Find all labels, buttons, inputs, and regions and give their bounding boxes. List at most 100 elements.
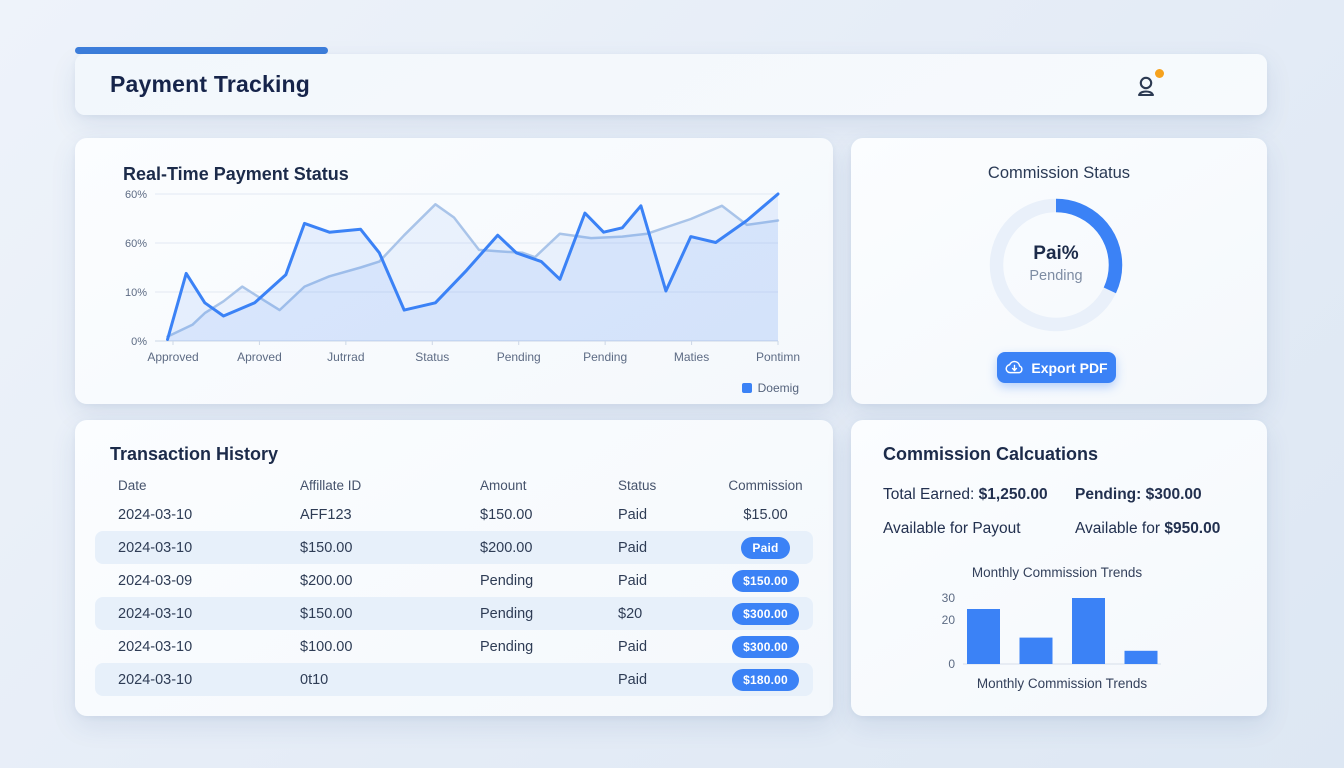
x-tick-label: Status xyxy=(415,350,449,364)
line-series-Doemig xyxy=(166,192,780,341)
cell-date: 2024-03-10 xyxy=(118,671,193,688)
bar-y-tick: 30 xyxy=(942,591,956,605)
cell-commission: $15.00 xyxy=(743,506,788,523)
payment-status-title: Real-Time Payment Status xyxy=(123,164,349,184)
commission-stats: Total Earned: $1,250.00 Pending: $300.00… xyxy=(883,486,1243,538)
table-row: 2024-03-10 0t10 Paid $180.00 xyxy=(95,663,813,696)
stat-available-amount: Available for $950.00 xyxy=(1075,520,1243,538)
legend-label: Doemig xyxy=(757,381,799,395)
bar-y-tick: 0 xyxy=(948,657,955,671)
export-pdf-label: Export PDF xyxy=(1031,359,1108,376)
legend-swatch xyxy=(741,383,752,393)
cell-amount: $150.00 xyxy=(480,506,533,523)
bar xyxy=(1019,637,1053,664)
cell-affiliate-id: $150.00 xyxy=(300,539,353,556)
table-row: 2024-03-10 $100.00 Pending Paid $300.00 xyxy=(95,630,813,663)
donut-center-labels: Pai% Pending xyxy=(986,243,1126,284)
cell-date: 2024-03-10 xyxy=(118,506,193,523)
page-header: Payment Tracking xyxy=(75,54,1267,115)
payment-status-card: Real-Time Payment Status 0% 10% 60% 60% Appr… xyxy=(75,138,833,404)
transaction-history-title: Transaction History xyxy=(110,444,279,464)
col-header-commission: Commission xyxy=(728,477,803,493)
cell-status: Paid xyxy=(618,671,648,688)
commission-badge: $300.00 xyxy=(732,602,799,625)
payment-status-line-chart: 0% 10% 60% 60% Approved Aproved Jutrrad Status P… xyxy=(125,189,800,364)
cell-commission: $150.00 xyxy=(718,569,813,592)
y-tick-label: 10% xyxy=(125,287,147,299)
x-tick-label: Pending xyxy=(497,350,541,364)
commission-status-card: Commission Status Pai% Pending Export PD… xyxy=(851,138,1267,404)
cell-date: 2024-03-10 xyxy=(118,605,193,622)
cell-amount: Pending xyxy=(480,605,534,622)
cell-amount: $200.00 xyxy=(480,539,533,556)
cell-status: $20 xyxy=(618,605,643,622)
commission-badge: $300.00 xyxy=(732,635,799,658)
cell-affiliate-id: 0t10 xyxy=(300,671,329,688)
x-tick-label: Pontimn xyxy=(756,350,800,364)
col-header-amount: Amount xyxy=(480,477,527,493)
x-tick-label: Jutrrad xyxy=(327,350,364,364)
cell-commission: $180.00 xyxy=(718,668,813,691)
cell-affiliate-id: $100.00 xyxy=(300,638,353,655)
bar xyxy=(1072,598,1105,664)
page-title: Payment Tracking xyxy=(110,71,311,97)
cell-date: 2024-03-09 xyxy=(118,572,193,589)
y-tick-label: 60% xyxy=(125,189,147,201)
donut-center-sublabel: Pending xyxy=(1029,268,1083,284)
transaction-table-header: Date Affillate ID Amount Status Commissi… xyxy=(95,472,813,498)
cell-commission: Paid xyxy=(718,536,813,559)
table-row: 2024-03-10 AFF123 $150.00 Paid $15.00 xyxy=(95,498,813,531)
bar xyxy=(967,609,1000,664)
commission-calculations-card: Commission Calcuations Total Earned: $1,… xyxy=(851,420,1267,716)
cell-status: Paid xyxy=(618,638,648,655)
cell-status: Paid xyxy=(618,572,648,589)
line-series-secondary xyxy=(166,203,780,338)
notification-dot xyxy=(1155,69,1164,78)
stat-available-payout: Available for Payout xyxy=(883,520,1075,538)
bar-chart-xlabel: Monthly Commission Trends xyxy=(977,676,1148,691)
cell-amount: Pending xyxy=(480,572,534,589)
bar-y-tick: 20 xyxy=(942,613,956,627)
chart-legend: Doemig xyxy=(741,381,799,395)
cell-affiliate-id: $200.00 xyxy=(300,572,353,589)
cell-date: 2024-03-10 xyxy=(118,638,193,655)
table-row: 2024-03-10 $150.00 $200.00 Paid Paid xyxy=(95,531,813,564)
x-tick-label: Approved xyxy=(147,350,198,364)
stat-total-earned: Total Earned: $1,250.00 xyxy=(883,486,1075,504)
y-tick-label: 60% xyxy=(125,238,147,250)
user-icon[interactable] xyxy=(1131,69,1164,102)
col-header-status: Status xyxy=(618,477,657,493)
commission-badge: $180.00 xyxy=(732,668,799,691)
cell-status: Paid xyxy=(618,539,648,556)
user-icon-glyph xyxy=(1137,76,1155,97)
x-tick-label: Aproved xyxy=(237,350,282,364)
monthly-commission-bar-chart: Monthly Commission Trends 0 20 30 Monthly Co… xyxy=(942,565,1161,691)
commission-donut-chart xyxy=(989,198,1123,332)
commission-status-title: Commission Status xyxy=(987,164,1131,182)
stat-value: $1,250.00 xyxy=(978,486,1048,503)
cell-amount: Pending xyxy=(480,638,534,655)
x-tick-label: Maties xyxy=(674,350,709,364)
table-row: 2024-03-10 $150.00 Pending $20 $300.00 xyxy=(95,597,813,630)
cell-commission: $300.00 xyxy=(718,635,813,658)
commission-calculations-title: Commission Calcuations xyxy=(883,444,1099,464)
cell-commission: $300.00 xyxy=(718,602,813,625)
cell-affiliate-id: AFF123 xyxy=(300,506,352,523)
stat-label: Available for Payout xyxy=(883,520,1021,537)
bar xyxy=(1124,650,1158,664)
stat-label: Total Earned: xyxy=(883,486,975,503)
table-row: 2024-03-09 $200.00 Pending Paid $150.00 xyxy=(95,564,813,597)
bar-chart-title: Monthly Commission Trends xyxy=(972,565,1143,580)
commission-badge: Paid xyxy=(741,536,790,559)
stat-pending: Pending: $300.00 xyxy=(1075,486,1243,504)
cell-date: 2024-03-10 xyxy=(118,539,193,556)
col-header-date: Date xyxy=(118,477,147,493)
col-header-affiliate-id: Affillate ID xyxy=(300,477,362,493)
export-pdf-button[interactable]: Export PDF xyxy=(997,352,1116,383)
stat-value: $300.00 xyxy=(1145,486,1202,503)
cell-affiliate-id: $150.00 xyxy=(300,605,353,622)
donut-center-value: Pai% xyxy=(1033,243,1079,264)
x-tick-label: Pending xyxy=(583,350,627,364)
stat-value: $950.00 xyxy=(1164,520,1221,537)
